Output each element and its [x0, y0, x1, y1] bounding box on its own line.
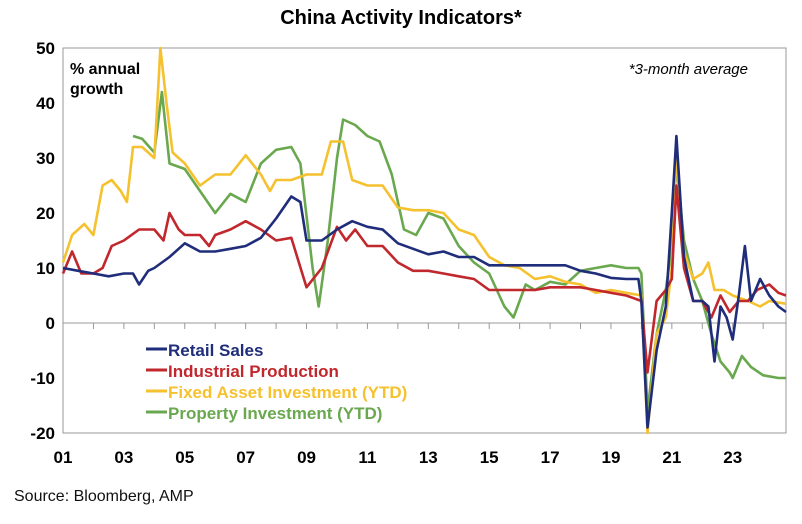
series-line-property-investment-ytd — [132, 90, 786, 413]
chart-title: China Activity Indicators* — [280, 7, 522, 29]
legend-item: Retail Sales — [146, 341, 263, 360]
x-tick-label: 19 — [601, 448, 620, 467]
x-tick-label: 03 — [114, 448, 133, 467]
legend-label: Industrial Production — [168, 362, 339, 381]
y-tick-label: -10 — [30, 369, 55, 388]
x-tick-label: 01 — [54, 448, 73, 467]
x-tick-label: 09 — [297, 448, 316, 467]
x-tick-label: 17 — [541, 448, 560, 467]
legend-label: Property Investment (YTD) — [168, 404, 382, 423]
legend-label: Retail Sales — [168, 341, 263, 360]
plot-frame — [62, 47, 787, 434]
legend-item: Fixed Asset Investment (YTD) — [146, 383, 407, 402]
x-tick-label: 13 — [419, 448, 438, 467]
y-tick-label: 40 — [36, 94, 55, 113]
y-tick-label: 20 — [36, 204, 55, 223]
x-tick-label: 23 — [723, 448, 742, 467]
x-tick-label: 07 — [236, 448, 255, 467]
x-tick-label: 21 — [662, 448, 681, 467]
y-tick-label: 10 — [36, 259, 55, 278]
legend-item: Industrial Production — [146, 362, 339, 381]
annotation: *3-month average — [629, 61, 748, 78]
x-tick-label: 05 — [175, 448, 194, 467]
legend-label: Fixed Asset Investment (YTD) — [168, 383, 407, 402]
y-axis-label: % annual growth — [70, 61, 140, 98]
x-tick-label: 15 — [480, 448, 499, 467]
y-tick-label: -20 — [30, 424, 55, 443]
series-line-retail-sales — [62, 134, 787, 429]
x-tick-label: 11 — [358, 448, 376, 467]
legend-item: Property Investment (YTD) — [146, 404, 382, 423]
y-tick-label: 30 — [36, 149, 55, 168]
y-tick-label: 50 — [36, 39, 55, 58]
source-note: Source: Bloomberg, AMP — [14, 488, 194, 505]
y-tick-label: 0 — [46, 314, 55, 333]
